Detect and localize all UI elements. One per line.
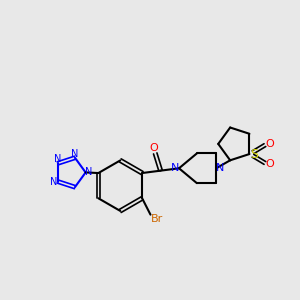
Text: O: O [149,143,158,153]
Text: O: O [266,159,274,170]
Text: O: O [266,139,274,148]
Text: N: N [54,154,61,164]
Text: Br: Br [151,214,163,224]
Text: N: N [71,149,79,159]
Text: S: S [250,148,258,161]
Text: N: N [50,176,58,187]
Text: N: N [85,167,93,177]
Text: N: N [216,163,224,173]
Text: N: N [171,163,179,173]
